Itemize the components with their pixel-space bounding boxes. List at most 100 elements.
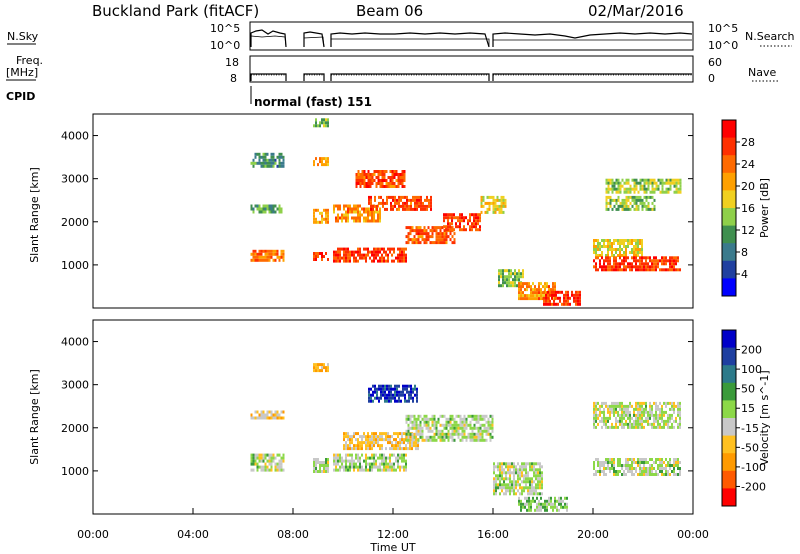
echo-cell bbox=[357, 170, 360, 173]
echo-cell bbox=[373, 250, 375, 254]
echo-cell bbox=[509, 492, 511, 496]
echo-cell bbox=[270, 158, 273, 162]
echo-cell bbox=[367, 432, 369, 436]
echo-cell bbox=[413, 432, 416, 436]
echo-cell bbox=[617, 242, 619, 245]
echo-cell bbox=[520, 499, 522, 503]
echo-cell bbox=[625, 198, 628, 202]
echo-cell bbox=[605, 467, 607, 470]
echo-cell bbox=[250, 252, 253, 256]
echo-cell bbox=[603, 470, 605, 473]
echo-cell bbox=[389, 435, 391, 439]
echo-cell bbox=[649, 422, 651, 426]
echo-cell bbox=[511, 465, 513, 469]
echo-cell bbox=[430, 198, 432, 202]
echo-cell bbox=[373, 179, 376, 182]
colorbar-segment bbox=[722, 155, 736, 174]
echo-cell bbox=[493, 465, 495, 469]
echo-cell bbox=[461, 213, 463, 217]
echo-cell bbox=[403, 253, 405, 257]
echo-cell bbox=[502, 195, 505, 199]
echo-cell bbox=[262, 468, 265, 472]
echo-cell bbox=[379, 170, 382, 173]
echo-cell bbox=[347, 256, 349, 260]
echo-cell bbox=[639, 416, 641, 420]
echo-cell bbox=[611, 425, 613, 429]
echo-cell bbox=[262, 410, 265, 414]
echo-cell bbox=[397, 256, 399, 260]
echo-cell bbox=[597, 248, 599, 251]
echo-cell bbox=[497, 462, 499, 466]
echo-cell bbox=[357, 432, 359, 436]
echo-cell bbox=[445, 426, 448, 430]
echo-cell bbox=[252, 164, 255, 168]
echo-cell bbox=[262, 413, 265, 417]
echo-cell bbox=[651, 410, 653, 414]
echo-cell bbox=[274, 210, 277, 214]
echo-cell bbox=[529, 483, 531, 487]
echo-cell bbox=[357, 213, 359, 217]
echo-cell bbox=[661, 268, 663, 272]
echo-cell bbox=[270, 456, 273, 460]
echo-cell bbox=[391, 173, 394, 176]
echo-cell bbox=[621, 248, 623, 251]
echo-cell bbox=[619, 190, 622, 194]
echo-cell bbox=[427, 420, 430, 424]
echo-cell bbox=[525, 471, 527, 475]
echo-cell bbox=[345, 453, 347, 457]
echo-cell bbox=[623, 201, 626, 205]
echo-cell bbox=[439, 423, 442, 427]
echo-cell bbox=[605, 195, 608, 199]
echo-cell bbox=[651, 467, 653, 470]
echo-cell bbox=[635, 268, 637, 272]
echo-cell bbox=[625, 268, 627, 272]
echo-cell bbox=[270, 468, 273, 472]
echo-cell bbox=[393, 444, 395, 448]
echo-cell bbox=[258, 416, 261, 420]
echo-cell bbox=[593, 404, 595, 408]
echo-cell bbox=[609, 467, 611, 470]
echo-cell bbox=[633, 265, 635, 269]
echo-cell bbox=[335, 253, 337, 257]
colorbar-tick-label: 100 bbox=[741, 363, 762, 376]
echo-cell bbox=[639, 401, 641, 405]
echo-cell bbox=[461, 417, 464, 421]
echo-cell bbox=[383, 247, 385, 251]
echo-cell bbox=[274, 249, 277, 253]
echo-cell bbox=[327, 163, 329, 167]
echo-cell bbox=[410, 207, 412, 211]
echo-cell bbox=[639, 268, 641, 272]
echo-cell bbox=[615, 256, 617, 260]
echo-cell bbox=[647, 470, 649, 473]
echo-cell bbox=[339, 456, 341, 460]
echo-cell bbox=[536, 294, 538, 298]
echo-cell bbox=[520, 275, 522, 279]
echo-cell bbox=[361, 468, 363, 472]
echo-cell bbox=[479, 414, 482, 418]
echo-cell bbox=[337, 219, 339, 223]
echo-cell bbox=[512, 278, 514, 282]
echo-cell bbox=[453, 216, 455, 220]
echo-cell bbox=[381, 459, 383, 463]
echo-cell bbox=[571, 293, 573, 297]
echo-cell bbox=[317, 252, 319, 255]
echo-cell bbox=[317, 369, 319, 373]
echo-cell bbox=[325, 118, 327, 122]
echo-cell bbox=[520, 294, 522, 298]
echo-cell bbox=[493, 468, 495, 472]
echo-cell bbox=[382, 198, 384, 202]
echo-cell bbox=[631, 265, 633, 269]
echo-cell bbox=[599, 265, 601, 269]
echo-cell bbox=[465, 228, 467, 232]
echo-cell bbox=[381, 173, 384, 176]
echo-cell bbox=[617, 413, 619, 417]
echo-cell bbox=[675, 416, 677, 420]
echo-cell bbox=[343, 213, 345, 217]
echo-cell bbox=[627, 404, 629, 408]
echo-cell bbox=[665, 404, 667, 408]
echo-cell bbox=[633, 248, 635, 251]
echo-cell bbox=[433, 229, 436, 233]
echo-cell bbox=[471, 417, 474, 421]
echo-cell bbox=[619, 251, 621, 254]
echo-cell bbox=[528, 508, 530, 512]
